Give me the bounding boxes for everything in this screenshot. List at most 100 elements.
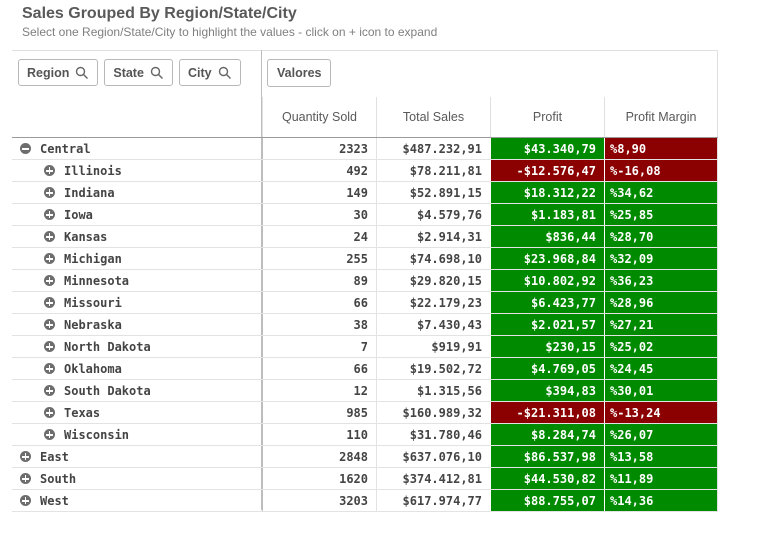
row-label: Wisconsin [64,427,130,442]
filter-state-button[interactable]: State [104,59,173,86]
row-dimension[interactable]: Indiana [44,182,115,203]
row-dimension[interactable]: Iowa [44,204,93,225]
expand-icon[interactable] [44,341,55,352]
sales-cell: $160.989,32 [376,402,490,423]
profit-cell: $230,15 [490,336,604,357]
filter-city-button[interactable]: City [178,59,241,86]
table-row[interactable]: North Dakota 7 $919,91 $230,15 %25,02 [12,336,718,358]
filter-city-label: City [187,65,212,80]
table-row[interactable]: Indiana 149 $52.891,15 $18.312,22 %34,62 [12,182,718,204]
row-dimension[interactable]: Minnesota [44,270,129,291]
sales-cell: $7.430,43 [376,314,490,335]
row-dimension[interactable]: Central [20,138,91,159]
expand-icon[interactable] [44,187,55,198]
expand-icon[interactable] [20,473,31,484]
sales-cell: $617.974,77 [376,490,490,511]
table-row[interactable]: Nebraska 38 $7.430,43 $2.021,57 %27,21 [12,314,718,336]
table-row[interactable]: Minnesota 89 $29.820,15 $10.802,92 %36,23 [12,270,718,292]
valores-button[interactable]: Valores [267,59,332,87]
expand-icon[interactable] [44,231,55,242]
row-label: Nebraska [64,317,122,332]
table-row[interactable]: Kansas 24 $2.914,31 $836,44 %28,70 [12,226,718,248]
margin-cell: %34,62 [604,182,717,203]
profit-cell: $8.284,74 [490,424,604,445]
column-header-sales[interactable]: Total Sales [376,97,490,137]
expand-icon[interactable] [44,319,55,330]
row-dimension[interactable]: Texas [44,402,100,423]
table-row[interactable]: West 3203 $617.974,77 $88.755,07 %14,36 [12,490,718,512]
column-header-margin[interactable]: Profit Margin [604,97,717,137]
row-dimension[interactable]: Oklahoma [44,358,122,379]
profit-cell: $44.530,82 [490,468,604,489]
row-dimension[interactable]: Missouri [44,292,122,313]
profit-cell: $43.340,79 [490,138,604,159]
margin-cell: %13,58 [604,446,717,467]
row-label: Kansas [64,229,108,244]
search-icon [150,66,163,79]
expand-icon[interactable] [20,451,31,462]
expand-icon[interactable] [44,253,55,264]
table-row[interactable]: Michigan 255 $74.698,10 $23.968,84 %32,09 [12,248,718,270]
margin-cell: %24,45 [604,358,717,379]
expand-icon[interactable] [44,275,55,286]
table-row[interactable]: Illinois 492 $78.211,81 -$12.576,47 %-16,08 [12,160,718,182]
expand-icon[interactable] [44,209,55,220]
table-frame [12,50,718,511]
row-dimension[interactable]: Michigan [44,248,122,269]
row-dimension[interactable]: Illinois [44,160,122,181]
filter-region-button[interactable]: Region [18,59,99,86]
row-label: North Dakota [64,339,151,354]
expand-icon[interactable] [44,165,55,176]
margin-cell: %-13,24 [604,402,717,423]
row-dimension[interactable]: South Dakota [44,380,151,401]
table-row[interactable]: Texas 985 $160.989,32 -$21.311,08 %-13,24 [12,402,718,424]
margin-cell: %32,09 [604,248,717,269]
profit-cell: $6.423,77 [490,292,604,313]
row-dimension[interactable]: Nebraska [44,314,122,335]
expand-icon[interactable] [44,429,55,440]
profit-cell: $1.183,81 [490,204,604,225]
expand-icon[interactable] [44,297,55,308]
column-header-quantity[interactable]: Quantity Sold [262,97,376,137]
row-dimension[interactable]: North Dakota [44,336,151,357]
quantity-cell: 255 [262,248,376,269]
table-row[interactable]: Missouri 66 $22.179,23 $6.423,77 %28,96 [12,292,718,314]
row-dimension[interactable]: West [20,490,69,511]
dimension-separator [261,50,262,510]
quantity-cell: 30 [262,204,376,225]
margin-cell: %8,90 [604,138,717,159]
collapse-icon[interactable] [20,143,31,154]
filter-state-label: State [113,65,144,80]
expand-icon[interactable] [44,385,55,396]
table-row[interactable]: South 1620 $374.412,81 $44.530,82 %11,89 [12,468,718,490]
row-label: Indiana [64,185,115,200]
profit-cell: $18.312,22 [490,182,604,203]
quantity-cell: 2848 [262,446,376,467]
table-body: Central 2323 $487.232,91 $43.340,79 %8,90 Ill… [12,138,718,512]
quantity-cell: 985 [262,402,376,423]
row-dimension[interactable]: Wisconsin [44,424,129,445]
row-label: Central [40,141,91,156]
expand-icon[interactable] [44,407,55,418]
quantity-cell: 492 [262,160,376,181]
row-dimension[interactable]: East [20,446,69,467]
table-row[interactable]: Iowa 30 $4.579,76 $1.183,81 %25,85 [12,204,718,226]
sales-cell: $22.179,23 [376,292,490,313]
row-dimension[interactable]: South [20,468,76,489]
quantity-cell: 1620 [262,468,376,489]
margin-cell: %26,07 [604,424,717,445]
table-row[interactable]: South Dakota 12 $1.315,56 $394,83 %30,01 [12,380,718,402]
expand-icon[interactable] [20,495,31,506]
row-label: Michigan [64,251,122,266]
row-dimension[interactable]: Kansas [44,226,107,247]
table-row[interactable]: Central 2323 $487.232,91 $43.340,79 %8,90 [12,138,718,160]
table-row[interactable]: Wisconsin 110 $31.780,46 $8.284,74 %26,07 [12,424,718,446]
margin-cell: %36,23 [604,270,717,291]
quantity-cell: 2323 [262,138,376,159]
expand-icon[interactable] [44,363,55,374]
margin-cell: %14,36 [604,490,717,511]
profit-cell: $394,83 [490,380,604,401]
column-header-profit[interactable]: Profit [490,97,604,137]
table-row[interactable]: Oklahoma 66 $19.502,72 $4.769,05 %24,45 [12,358,718,380]
table-row[interactable]: East 2848 $637.076,10 $86.537,98 %13,58 [12,446,718,468]
